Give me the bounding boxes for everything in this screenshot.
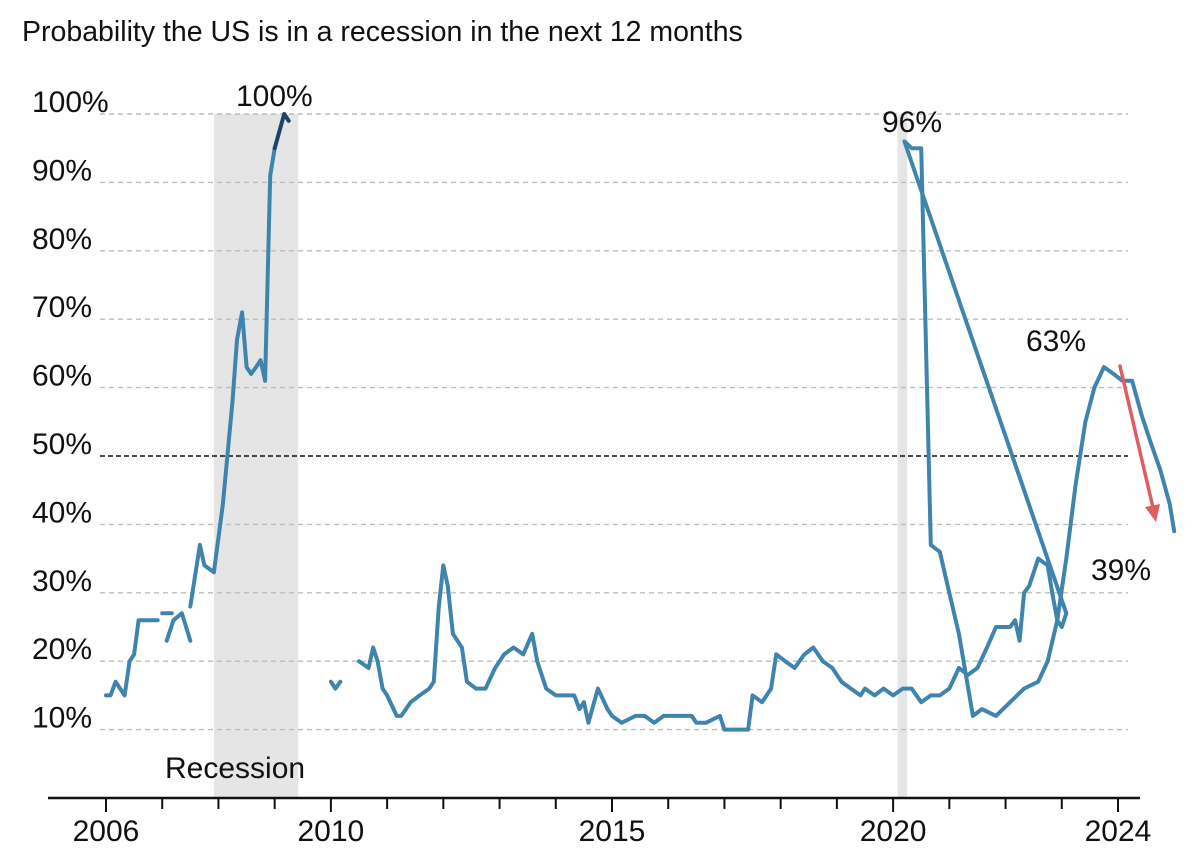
y-tick-label: 20% (32, 633, 92, 666)
chart-title: Probability the US is in a recession in … (22, 16, 743, 48)
series-line-3 (188, 146, 277, 609)
annotation-label: 39% (1091, 554, 1151, 587)
x-tick-label: 2024 (1085, 815, 1152, 848)
y-tick-label: 40% (32, 496, 92, 529)
y-tick-label: 100% (32, 86, 109, 119)
series-line-4 (272, 112, 291, 151)
trend-arrow-head (1145, 504, 1160, 522)
series-lines (104, 112, 1177, 732)
y-tick-label: 60% (32, 360, 92, 393)
y-tick-label: 80% (32, 223, 92, 256)
x-axis (48, 796, 1140, 812)
series-line-5 (328, 679, 343, 691)
trend-arrow (1118, 364, 1160, 522)
recession-label: Recession (165, 752, 305, 785)
y-tick-label: 10% (32, 702, 92, 735)
x-tick-label: 2006 (73, 815, 140, 848)
series-line-0 (104, 618, 160, 698)
series-line-6 (357, 139, 1177, 732)
annotation-label: 63% (1026, 325, 1086, 358)
series-line-2 (164, 611, 193, 643)
x-tick-label: 2020 (860, 815, 927, 848)
x-tick-label: 2015 (579, 815, 646, 848)
y-tick-label: 70% (32, 291, 92, 324)
annotation-label: 96% (882, 106, 942, 139)
y-tick-label: 90% (32, 154, 92, 187)
x-tick-label: 2010 (298, 815, 365, 848)
y-tick-label: 30% (32, 565, 92, 598)
trend-arrow-shaft (1118, 364, 1156, 514)
annotation-label: 100% (236, 80, 313, 113)
annotations: 100% 96% 63% 39% (236, 80, 1151, 587)
labels: 2006 2010 2015 2020 2024 10% 20% 30% 40% 50% 60% 70… (32, 86, 1151, 848)
y-tick-label: 50% (32, 428, 92, 461)
